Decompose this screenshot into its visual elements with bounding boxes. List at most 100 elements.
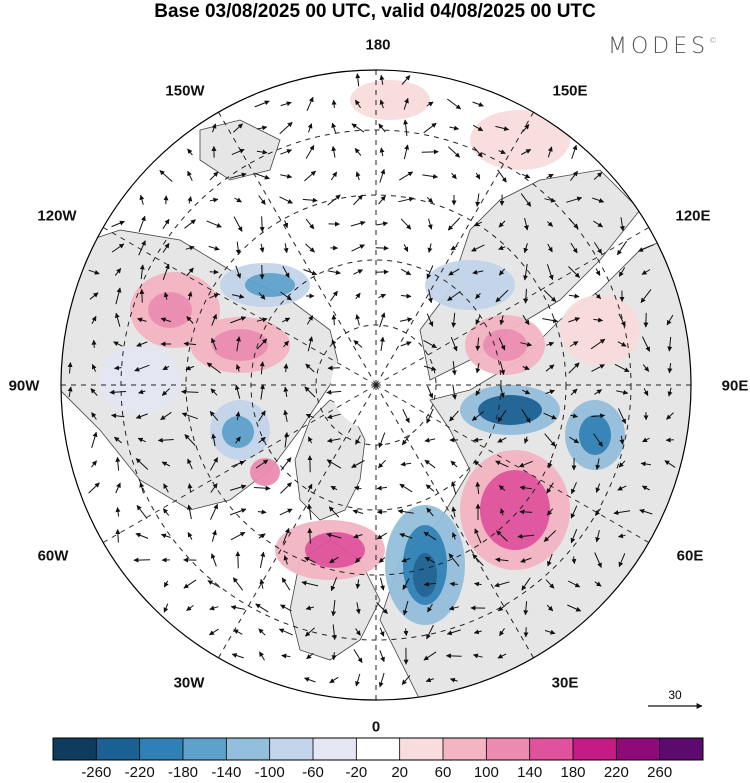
wind-vector: [519, 509, 533, 515]
colorbar-tick-label: -180: [167, 764, 199, 781]
wind-vector: [379, 99, 385, 109]
wind-vector: [546, 264, 554, 281]
wind-vector: [570, 413, 578, 419]
wind-vector: [137, 437, 147, 443]
wind-vector: [590, 338, 606, 350]
wind-vector: [637, 244, 654, 252]
wind-vector: [330, 290, 338, 302]
wind-vector: [89, 292, 99, 300]
wind-vector: [283, 363, 289, 373]
wind-vector: [495, 557, 509, 563]
colorbar-tick-label: -260: [81, 764, 112, 781]
wind-vector: [423, 531, 437, 541]
wind-vector: [259, 243, 265, 253]
wind-vector: [328, 506, 340, 518]
wind-vector: [331, 339, 337, 349]
wind-vector: [448, 268, 460, 276]
wind-vector: [259, 361, 265, 375]
colorbar-swatch: [529, 738, 574, 760]
wind-vector: [423, 581, 436, 587]
wind-vector: [546, 604, 554, 612]
wind-vector: [594, 292, 602, 300]
wind-vector: [547, 459, 553, 469]
map-boundary: [60, 69, 692, 701]
wind-vector: [401, 434, 411, 446]
wind-vector: [446, 629, 461, 636]
wind-vector: [471, 411, 485, 421]
wind-vector: [353, 194, 363, 206]
colorbar-swatch: [269, 738, 314, 760]
colorbar-tick-label: 140: [517, 764, 543, 781]
wind-vector: [570, 388, 578, 396]
wind-vector: [326, 389, 342, 395]
wind-vector: [138, 240, 146, 256]
wind-vector: [331, 314, 337, 326]
wind-vector: [399, 317, 413, 323]
wind-vector: [304, 677, 316, 683]
wind-vector: [231, 460, 245, 468]
wind-vector: [307, 483, 313, 493]
wind-vector: [618, 533, 626, 539]
wind-vector: [451, 172, 457, 180]
wind-vector: [379, 336, 385, 351]
wind-vector: [498, 485, 506, 491]
wind-vector: [235, 436, 241, 444]
wind-vector: [355, 579, 361, 589]
colorbar-swatch: [659, 738, 704, 760]
wind-vector: [209, 457, 219, 471]
wind-vector: [209, 605, 219, 611]
wind-vector: [639, 508, 653, 515]
wind-vector: [643, 388, 649, 397]
wind-vector: [206, 362, 222, 374]
wind-vector: [472, 101, 484, 107]
wind-vector: [497, 604, 507, 612]
wind-vector: [280, 604, 292, 612]
wind-vector: [667, 336, 673, 352]
wind-vector: [641, 485, 650, 491]
lon-label-30w: 30W: [173, 674, 205, 692]
wind-vector: [181, 412, 198, 420]
wind-vector: [427, 243, 433, 253]
wind-vector: [350, 220, 366, 227]
wind-vector: [475, 388, 481, 396]
wind-vector: [283, 243, 289, 254]
wind-vector: [403, 144, 410, 160]
wind-vector: [617, 485, 627, 491]
wind-vector: [447, 217, 461, 231]
wind-vector: [498, 268, 506, 276]
wind-vector: [159, 170, 173, 182]
wind-vector: [378, 557, 386, 563]
map-title: Base 03/08/2025 00 UTC, valid 04/08/2025…: [154, 1, 596, 22]
wind-vector: [401, 268, 412, 276]
colorbar-swatch: [96, 738, 140, 760]
wind-vector: [475, 481, 481, 494]
wind-vector: [235, 364, 241, 372]
wind-vector: [593, 220, 604, 228]
wind-vector: [472, 653, 483, 659]
wind-vector: [283, 220, 289, 229]
wind-vector: [187, 148, 193, 156]
wind-vector: [473, 437, 483, 443]
wind-vector: [400, 293, 412, 299]
wind-vector: [305, 363, 315, 373]
wind-vector: [378, 432, 386, 448]
wind-vector: [136, 505, 148, 519]
wind-vector: [378, 195, 386, 205]
meridian-line: [375, 384, 650, 543]
wind-vector: [595, 268, 601, 276]
wind-vector: [91, 412, 97, 420]
wind-vector: [546, 482, 554, 494]
wind-vector: [592, 197, 605, 203]
wind-vector: [187, 504, 192, 520]
wind-vector: [375, 245, 389, 251]
wind-vector: [547, 243, 553, 253]
wind-vector: [326, 459, 342, 469]
anomaly-positive: [480, 470, 550, 550]
wind-vector: [307, 527, 313, 544]
colorbar-tick-label: -140: [211, 764, 242, 781]
wind-vector: [619, 435, 625, 445]
wind-vector: [308, 436, 313, 444]
wind-vector: [379, 147, 385, 157]
wind-vector: [521, 577, 531, 591]
wind-vector: [187, 291, 193, 301]
